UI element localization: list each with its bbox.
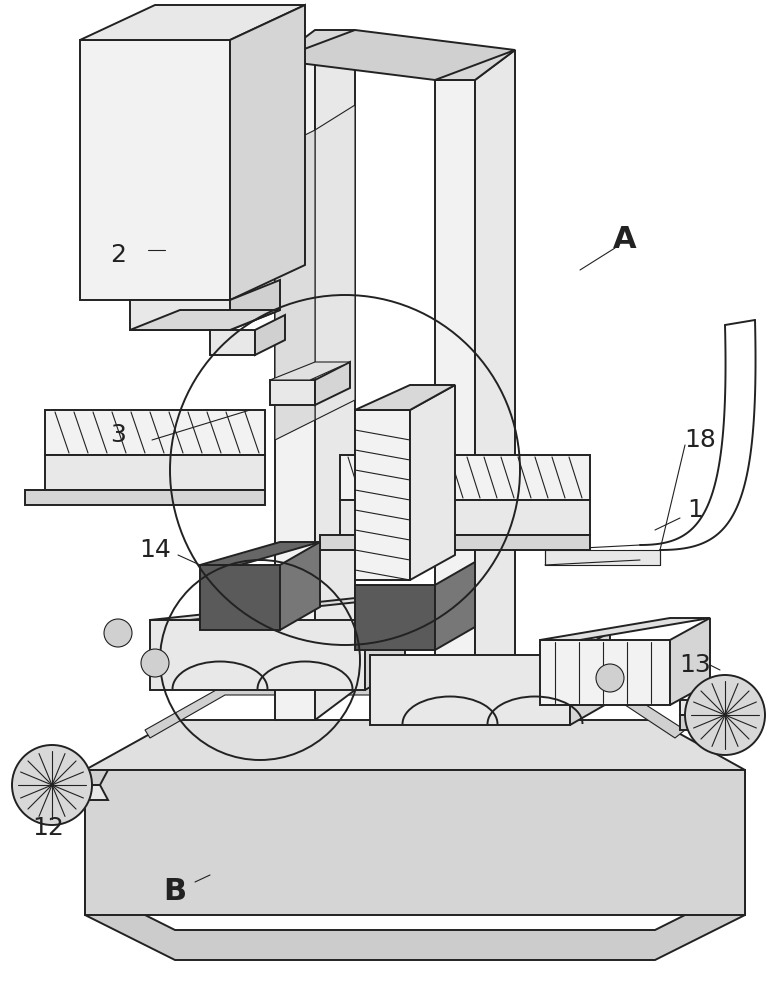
Circle shape — [104, 619, 132, 647]
Polygon shape — [540, 640, 670, 705]
Polygon shape — [275, 30, 515, 80]
Polygon shape — [200, 565, 280, 630]
Polygon shape — [45, 410, 265, 455]
Polygon shape — [315, 30, 355, 720]
Circle shape — [685, 675, 765, 755]
Polygon shape — [85, 885, 745, 960]
Polygon shape — [85, 770, 175, 885]
Polygon shape — [275, 30, 355, 60]
Polygon shape — [340, 455, 590, 500]
Polygon shape — [270, 380, 315, 405]
Polygon shape — [200, 542, 320, 565]
Polygon shape — [80, 5, 305, 40]
Polygon shape — [52, 785, 108, 800]
Polygon shape — [655, 770, 745, 885]
Polygon shape — [85, 770, 745, 915]
Text: 2: 2 — [110, 243, 126, 267]
Polygon shape — [570, 632, 610, 725]
Polygon shape — [540, 618, 710, 640]
Polygon shape — [545, 550, 660, 565]
Polygon shape — [145, 685, 685, 738]
Polygon shape — [355, 585, 435, 650]
Polygon shape — [435, 562, 475, 650]
Polygon shape — [230, 5, 305, 300]
Polygon shape — [280, 542, 320, 630]
Polygon shape — [320, 535, 590, 550]
Text: 13: 13 — [679, 653, 711, 677]
Polygon shape — [365, 597, 405, 690]
Text: B: B — [163, 878, 186, 906]
Polygon shape — [680, 700, 725, 715]
Text: 12: 12 — [32, 816, 64, 840]
Polygon shape — [410, 385, 455, 580]
Text: 3: 3 — [110, 423, 126, 447]
Polygon shape — [435, 50, 515, 80]
Polygon shape — [150, 597, 405, 620]
Polygon shape — [275, 60, 315, 720]
Polygon shape — [150, 620, 365, 690]
Polygon shape — [355, 385, 455, 410]
Polygon shape — [680, 715, 725, 730]
Text: 18: 18 — [684, 428, 716, 452]
Polygon shape — [85, 720, 745, 770]
Polygon shape — [475, 50, 515, 720]
Polygon shape — [130, 300, 230, 330]
Text: A: A — [613, 226, 637, 254]
Polygon shape — [45, 455, 265, 490]
Polygon shape — [255, 315, 285, 355]
Circle shape — [12, 745, 92, 825]
Polygon shape — [80, 40, 230, 300]
Polygon shape — [315, 105, 355, 420]
Text: 14: 14 — [139, 538, 171, 562]
Polygon shape — [370, 655, 570, 725]
Polygon shape — [670, 618, 710, 705]
Polygon shape — [210, 330, 255, 355]
Polygon shape — [275, 130, 315, 440]
Circle shape — [141, 649, 169, 677]
Polygon shape — [355, 410, 410, 580]
Polygon shape — [435, 80, 475, 720]
Polygon shape — [25, 490, 265, 505]
Polygon shape — [315, 362, 350, 405]
Polygon shape — [270, 362, 350, 380]
Text: 1: 1 — [687, 498, 703, 522]
Polygon shape — [52, 770, 108, 785]
Polygon shape — [130, 310, 280, 330]
Circle shape — [596, 664, 624, 692]
Polygon shape — [230, 280, 280, 330]
Polygon shape — [340, 500, 590, 535]
